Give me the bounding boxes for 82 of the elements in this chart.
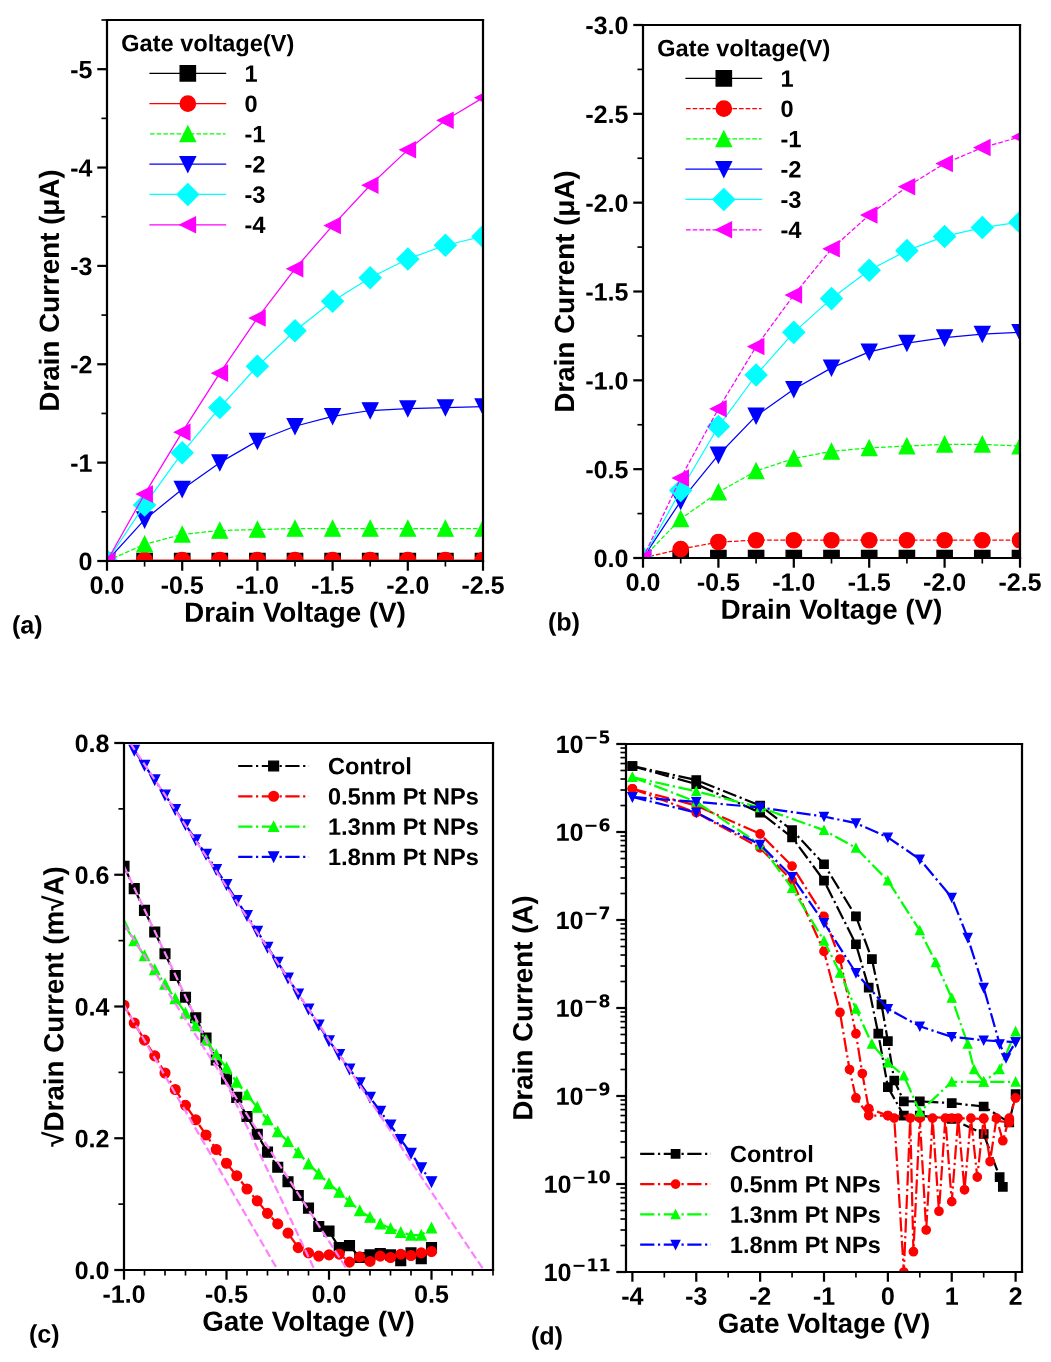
legend-label: 1 — [781, 70, 793, 87]
legend-label: Control — [328, 757, 411, 775]
legend-label: -2 — [781, 160, 801, 178]
y-axis-title: Drain Current (A) — [512, 896, 539, 1119]
x-axis-title: Gate Voltage (V) — [203, 1310, 414, 1337]
y-tick-label: 0.2 — [75, 1129, 109, 1148]
legend-label: 0 — [781, 100, 793, 118]
legend-label: -4 — [245, 216, 266, 234]
x-tick-label: -2.5 — [462, 576, 504, 594]
legend-label: -1 — [781, 130, 801, 148]
y-axis-title: Drain Current (μA) — [38, 170, 65, 410]
y-tick-label: -1.5 — [586, 283, 628, 301]
text: (b) — [549, 612, 579, 636]
x-tick-label: 0 — [881, 1287, 894, 1305]
legend-label: 0 — [245, 95, 257, 113]
y-tick-label: 0.0 — [75, 1261, 109, 1280]
x-tick-label: -1.0 — [103, 1285, 145, 1303]
y-tick-label: -3 — [71, 257, 92, 276]
legend-label: -2 — [245, 155, 265, 173]
y-tick-label: 10$^{−10}$ — [545, 1170, 610, 1194]
y-tick-label: 10$^{−7}$ — [557, 906, 610, 930]
y-tick-label: -1.0 — [586, 371, 628, 390]
y-tick-label: -2.0 — [586, 194, 628, 212]
y-axis-title: √Drain Current (m√A) — [41, 867, 70, 1147]
x-tick-label: -1.5 — [312, 576, 354, 594]
y-axis-title: Drain Current (μA) — [553, 171, 580, 411]
legend-label: -1 — [245, 125, 265, 143]
legend-title: Gate voltage(V) — [658, 39, 830, 62]
y-tick-label: 10$^{−11}$ — [545, 1258, 610, 1282]
y-tick-label: 0.4 — [75, 998, 110, 1016]
y-tick-label: -2.5 — [586, 105, 628, 124]
legend-label: 0.5nm Pt NPs — [730, 1175, 880, 1193]
y-tick-label: -4 — [71, 159, 93, 177]
x-tick-label: -2.0 — [387, 576, 429, 594]
y-tick-label: 0.6 — [75, 866, 109, 885]
legend-label: 1.3nm Pt NPs — [329, 818, 478, 836]
text: (d) — [532, 1326, 562, 1350]
y-tick-label: -5 — [71, 61, 92, 79]
x-tick-label: -2.0 — [924, 573, 966, 591]
text: (c) — [30, 1324, 59, 1348]
y-tick-label: 0 — [79, 552, 92, 571]
x-axis-title: Drain Voltage (V) — [185, 601, 405, 628]
y-tick-label: -1 — [71, 454, 92, 472]
x-tick-label: 0.0 — [626, 573, 660, 591]
y-tick-label: 0.0 — [594, 549, 628, 568]
x-tick-label: -0.5 — [205, 1285, 248, 1303]
x-tick-label: -1.5 — [848, 573, 891, 591]
legend-label: 1 — [245, 65, 257, 82]
x-tick-label: -4 — [622, 1287, 644, 1305]
x-tick-label: 0.5 — [415, 1285, 449, 1303]
y-tick-label: 10$^{−8}$ — [557, 994, 610, 1018]
x-tick-label: -1.0 — [773, 573, 815, 591]
x-axis-title: Drain Voltage (V) — [722, 598, 941, 625]
x-tick-label: -0.5 — [697, 573, 740, 591]
y-tick-label: 10$^{−5}$ — [557, 730, 610, 754]
x-tick-label: 2 — [1009, 1287, 1022, 1305]
x-axis-title: Gate Voltage (V) — [718, 1312, 929, 1339]
legend-label: 1.3nm Pt NPs — [731, 1206, 880, 1223]
x-tick-label: -0.5 — [161, 576, 204, 594]
y-tick-label: 10$^{−6}$ — [557, 818, 610, 842]
legend-label: 0.5nm Pt NPs — [328, 788, 478, 805]
legend-title: Gate voltage(V) — [122, 34, 294, 57]
y-tick-label: -0.5 — [586, 460, 628, 479]
legend-label: Control — [730, 1145, 813, 1163]
y-tick-label: 10$^{−9}$ — [557, 1082, 610, 1106]
x-tick-label: -2 — [749, 1287, 771, 1305]
x-tick-label: -1 — [813, 1287, 835, 1305]
x-tick-label: -2.5 — [999, 573, 1041, 591]
legend-label: -3 — [245, 186, 265, 204]
x-tick-label: -1.0 — [236, 576, 278, 594]
y-tick-label: -2 — [71, 355, 92, 374]
x-tick-label: 1 — [946, 1287, 958, 1305]
legend-label: -3 — [781, 191, 801, 209]
x-tick-label: 0.0 — [312, 1285, 346, 1303]
y-tick-label: -3.0 — [586, 16, 628, 35]
y-tick-label: 0.8 — [75, 734, 109, 753]
legend-label: 1.8nm Pt NPs — [731, 1236, 880, 1254]
legend-label: -4 — [781, 221, 802, 239]
legend-label: 1.8nm Pt NPs — [329, 848, 478, 866]
text: (a) — [13, 615, 42, 639]
x-tick-label: -3 — [686, 1287, 707, 1305]
x-tick-label: 0.0 — [90, 576, 124, 594]
